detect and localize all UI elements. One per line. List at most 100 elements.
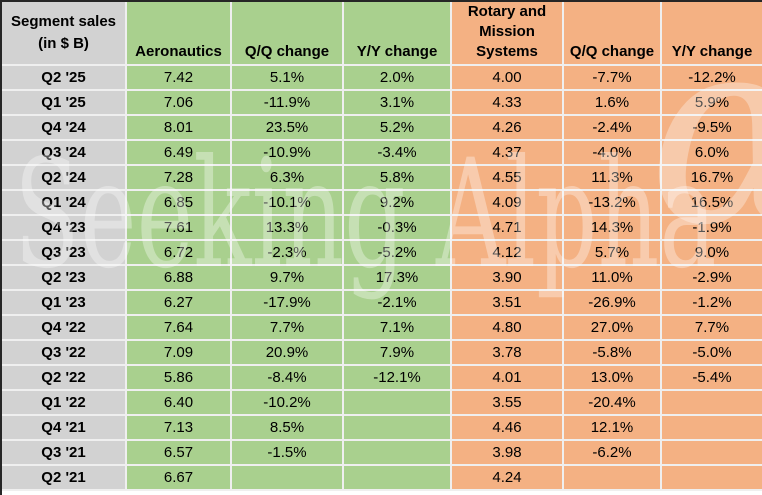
data-cell: 4.26 [452, 116, 564, 141]
row-label: Q1 '24 [2, 191, 127, 216]
table-row: Q3 '22 7.09 20.9% 7.9% 3.78 -5.8% -5.0% [2, 341, 762, 366]
data-cell: 7.13 [127, 416, 232, 441]
data-cell: -5.4% [662, 366, 762, 391]
data-cell: -10.1% [232, 191, 344, 216]
data-cell: 4.01 [452, 366, 564, 391]
data-cell: -10.2% [232, 391, 344, 416]
row-label: Q1 '22 [2, 391, 127, 416]
data-cell: 6.40 [127, 391, 232, 416]
row-label: Q2 '25 [2, 66, 127, 91]
data-cell: 5.8% [344, 166, 452, 191]
column-header-yy-change-aero: Y/Y change [344, 2, 452, 66]
data-cell: -11.9% [232, 91, 344, 116]
data-cell: 3.51 [452, 291, 564, 316]
data-cell: 11.0% [564, 266, 662, 291]
data-cell: 5.7% [564, 241, 662, 266]
table-row: Q4 '22 7.64 7.7% 7.1% 4.80 27.0% 7.7% [2, 316, 762, 341]
data-cell [662, 466, 762, 491]
data-cell: 6.88 [127, 266, 232, 291]
data-cell: -4.0% [564, 141, 662, 166]
table-row: Q3 '21 6.57 -1.5% 3.98 -6.2% [2, 441, 762, 466]
data-cell: 27.0% [564, 316, 662, 341]
data-cell: 6.72 [127, 241, 232, 266]
data-cell: 9.7% [232, 266, 344, 291]
data-cell: 4.71 [452, 216, 564, 241]
data-cell [662, 416, 762, 441]
data-cell: 13.0% [564, 366, 662, 391]
data-cell: 11.3% [564, 166, 662, 191]
row-label: Q4 '24 [2, 116, 127, 141]
table-body: Q2 '25 7.42 5.1% 2.0% 4.00 -7.7% -12.2% Q1 '25 7… [2, 66, 762, 491]
data-cell: 8.01 [127, 116, 232, 141]
data-cell: -1.2% [662, 291, 762, 316]
data-cell: 4.37 [452, 141, 564, 166]
data-cell: 12.1% [564, 416, 662, 441]
data-cell: 9.0% [662, 241, 762, 266]
data-cell [344, 466, 452, 491]
data-cell: 7.28 [127, 166, 232, 191]
row-label: Q4 '22 [2, 316, 127, 341]
data-cell: 20.9% [232, 341, 344, 366]
data-cell: 7.09 [127, 341, 232, 366]
data-cell: 16.5% [662, 191, 762, 216]
table-row: Q1 '24 6.85 -10.1% 9.2% 4.09 -13.2% 16.5% [2, 191, 762, 216]
data-cell [344, 441, 452, 466]
data-cell: 17.3% [344, 266, 452, 291]
data-cell: 6.49 [127, 141, 232, 166]
row-label: Q2 '21 [2, 466, 127, 491]
row-label: Q4 '23 [2, 216, 127, 241]
table-title-line1: Segment sales [10, 13, 117, 30]
data-cell: 7.1% [344, 316, 452, 341]
data-cell: 4.80 [452, 316, 564, 341]
row-label: Q1 '25 [2, 91, 127, 116]
table-row: Q1 '23 6.27 -17.9% -2.1% 3.51 -26.9% -1.2% [2, 291, 762, 316]
data-cell: 6.57 [127, 441, 232, 466]
data-cell [662, 441, 762, 466]
data-cell: 8.5% [232, 416, 344, 441]
data-cell: -5.8% [564, 341, 662, 366]
data-cell: 13.3% [232, 216, 344, 241]
table-row: Q2 '23 6.88 9.7% 17.3% 3.90 11.0% -2.9% [2, 266, 762, 291]
column-header-qq-change-rms: Q/Q change [564, 2, 662, 66]
data-cell: -20.4% [564, 391, 662, 416]
data-cell: -9.5% [662, 116, 762, 141]
data-cell: -2.1% [344, 291, 452, 316]
data-cell: -2.3% [232, 241, 344, 266]
data-cell: 2.0% [344, 66, 452, 91]
data-cell [232, 466, 344, 491]
data-cell: 4.24 [452, 466, 564, 491]
data-cell: -13.2% [564, 191, 662, 216]
data-cell [564, 466, 662, 491]
data-cell: 3.1% [344, 91, 452, 116]
data-cell: 6.85 [127, 191, 232, 216]
data-cell: -3.4% [344, 141, 452, 166]
header-row: Segment sales (in $ B) Aeronautics Q/Q c… [2, 2, 762, 66]
data-cell: -1.5% [232, 441, 344, 466]
data-cell: 4.33 [452, 91, 564, 116]
data-cell: -6.2% [564, 441, 662, 466]
table-row: Q2 '24 7.28 6.3% 5.8% 4.55 11.3% 16.7% [2, 166, 762, 191]
data-cell [662, 391, 762, 416]
data-cell: -17.9% [232, 291, 344, 316]
data-cell: 6.0% [662, 141, 762, 166]
data-cell: 4.09 [452, 191, 564, 216]
data-cell: 7.06 [127, 91, 232, 116]
data-cell: 7.9% [344, 341, 452, 366]
table-row: Q2 '22 5.86 -8.4% -12.1% 4.01 13.0% -5.4% [2, 366, 762, 391]
data-cell: -12.2% [662, 66, 762, 91]
table-row: Q4 '23 7.61 13.3% -0.3% 4.71 14.3% -1.9% [2, 216, 762, 241]
data-cell: 16.7% [662, 166, 762, 191]
data-cell [344, 391, 452, 416]
data-cell: 5.86 [127, 366, 232, 391]
row-label: Q3 '23 [2, 241, 127, 266]
row-label: Q2 '23 [2, 266, 127, 291]
data-cell: 3.78 [452, 341, 564, 366]
data-cell: -1.9% [662, 216, 762, 241]
corner-header: Segment sales (in $ B) [2, 2, 127, 66]
data-cell: 5.1% [232, 66, 344, 91]
data-cell: 3.98 [452, 441, 564, 466]
row-label: Q4 '21 [2, 416, 127, 441]
data-cell: 4.46 [452, 416, 564, 441]
